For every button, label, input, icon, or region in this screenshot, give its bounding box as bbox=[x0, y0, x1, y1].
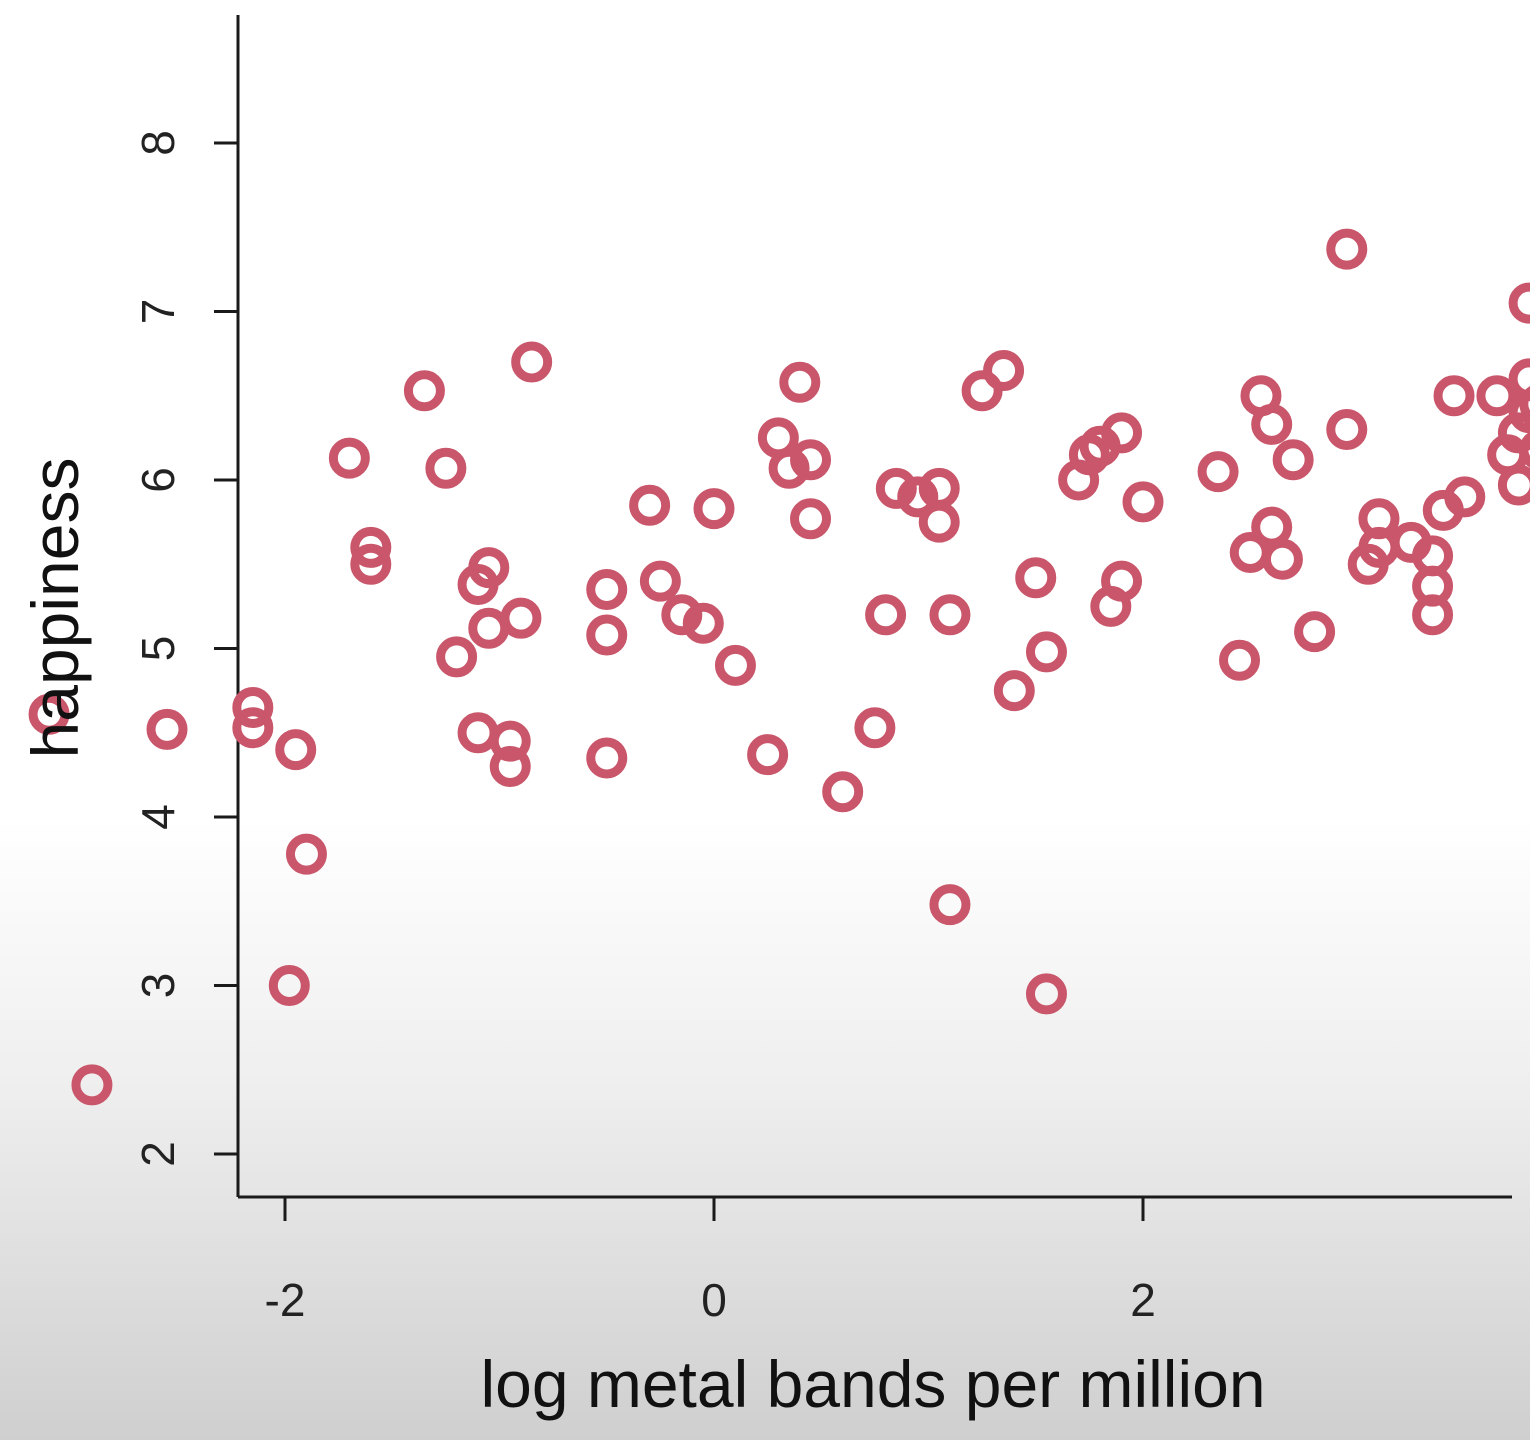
y-tick-label: 6 bbox=[132, 467, 184, 493]
data-point bbox=[1519, 431, 1530, 468]
data-point bbox=[1197, 451, 1239, 493]
data-point bbox=[875, 467, 917, 509]
data-point bbox=[1444, 476, 1486, 518]
data-point bbox=[1497, 464, 1530, 506]
data-point bbox=[961, 370, 1003, 412]
data-point bbox=[403, 370, 445, 412]
data-point bbox=[1261, 538, 1303, 580]
y-axis-title: happiness bbox=[18, 458, 92, 759]
data-points bbox=[28, 228, 1530, 1106]
data-point bbox=[1358, 498, 1400, 540]
data-point bbox=[983, 349, 1025, 391]
data-point bbox=[511, 341, 553, 383]
data-point bbox=[489, 720, 531, 762]
data-point bbox=[350, 526, 392, 568]
data-point bbox=[629, 484, 671, 526]
data-point bbox=[918, 501, 960, 543]
data-point bbox=[28, 693, 70, 735]
data-point bbox=[586, 614, 628, 656]
data-point bbox=[897, 476, 939, 518]
data-point bbox=[790, 439, 832, 481]
data-point bbox=[929, 594, 971, 636]
x-axis-title: log metal bands per million bbox=[480, 1347, 1265, 1421]
data-point bbox=[586, 737, 628, 779]
y-tick-label: 8 bbox=[132, 130, 184, 156]
data-point bbox=[661, 594, 703, 636]
y-tick-label: 7 bbox=[132, 299, 184, 325]
data-point bbox=[275, 729, 317, 771]
data-point bbox=[1219, 639, 1261, 681]
data-point bbox=[854, 707, 896, 749]
data-point bbox=[468, 607, 510, 649]
y-tick-label: 2 bbox=[132, 1141, 184, 1167]
data-point bbox=[747, 734, 789, 776]
data-point bbox=[457, 712, 499, 754]
data-point bbox=[779, 361, 821, 403]
data-point bbox=[1326, 228, 1368, 270]
data-point bbox=[1251, 403, 1293, 445]
data-point bbox=[693, 488, 735, 530]
data-point bbox=[790, 498, 832, 540]
data-point bbox=[436, 636, 478, 678]
data-point bbox=[822, 771, 864, 813]
data-point bbox=[1412, 594, 1454, 636]
x-tick-label: -2 bbox=[265, 1274, 306, 1326]
data-point bbox=[993, 670, 1035, 712]
data-point bbox=[1015, 557, 1057, 599]
x-tick-label: 2 bbox=[1130, 1274, 1156, 1326]
data-point bbox=[768, 447, 810, 489]
data-point bbox=[929, 884, 971, 926]
data-point bbox=[468, 547, 510, 589]
data-point bbox=[146, 708, 188, 750]
data-point bbox=[1101, 412, 1143, 454]
data-point bbox=[1294, 611, 1336, 653]
axes: -4-202462345678 bbox=[132, 15, 1512, 1326]
data-point bbox=[639, 560, 681, 602]
data-point bbox=[1272, 439, 1314, 481]
data-point bbox=[865, 594, 907, 636]
data-point bbox=[1025, 631, 1067, 673]
data-point bbox=[350, 543, 392, 585]
data-point bbox=[425, 447, 467, 489]
data-point bbox=[1508, 282, 1530, 324]
data-point bbox=[1519, 386, 1530, 423]
data-point bbox=[682, 602, 724, 644]
data-point bbox=[232, 686, 274, 728]
y-tick-label: 5 bbox=[132, 636, 184, 662]
data-point bbox=[71, 1064, 113, 1106]
data-point bbox=[1433, 375, 1475, 417]
data-point bbox=[1476, 375, 1518, 417]
data-point bbox=[500, 597, 542, 639]
data-point bbox=[1251, 506, 1293, 548]
data-point bbox=[232, 707, 274, 749]
data-point bbox=[328, 437, 370, 479]
data-point bbox=[1025, 973, 1067, 1015]
data-point bbox=[268, 965, 310, 1006]
y-tick-label: 4 bbox=[132, 804, 184, 830]
data-point bbox=[1101, 560, 1143, 602]
data-point bbox=[1497, 412, 1530, 454]
data-point bbox=[714, 644, 756, 686]
x-tick-label: 0 bbox=[701, 1274, 727, 1326]
data-point bbox=[1122, 481, 1164, 523]
data-point bbox=[586, 569, 628, 611]
y-tick-label: 3 bbox=[132, 973, 184, 999]
data-point bbox=[1326, 408, 1368, 450]
data-point bbox=[285, 833, 327, 875]
data-point bbox=[489, 745, 531, 787]
